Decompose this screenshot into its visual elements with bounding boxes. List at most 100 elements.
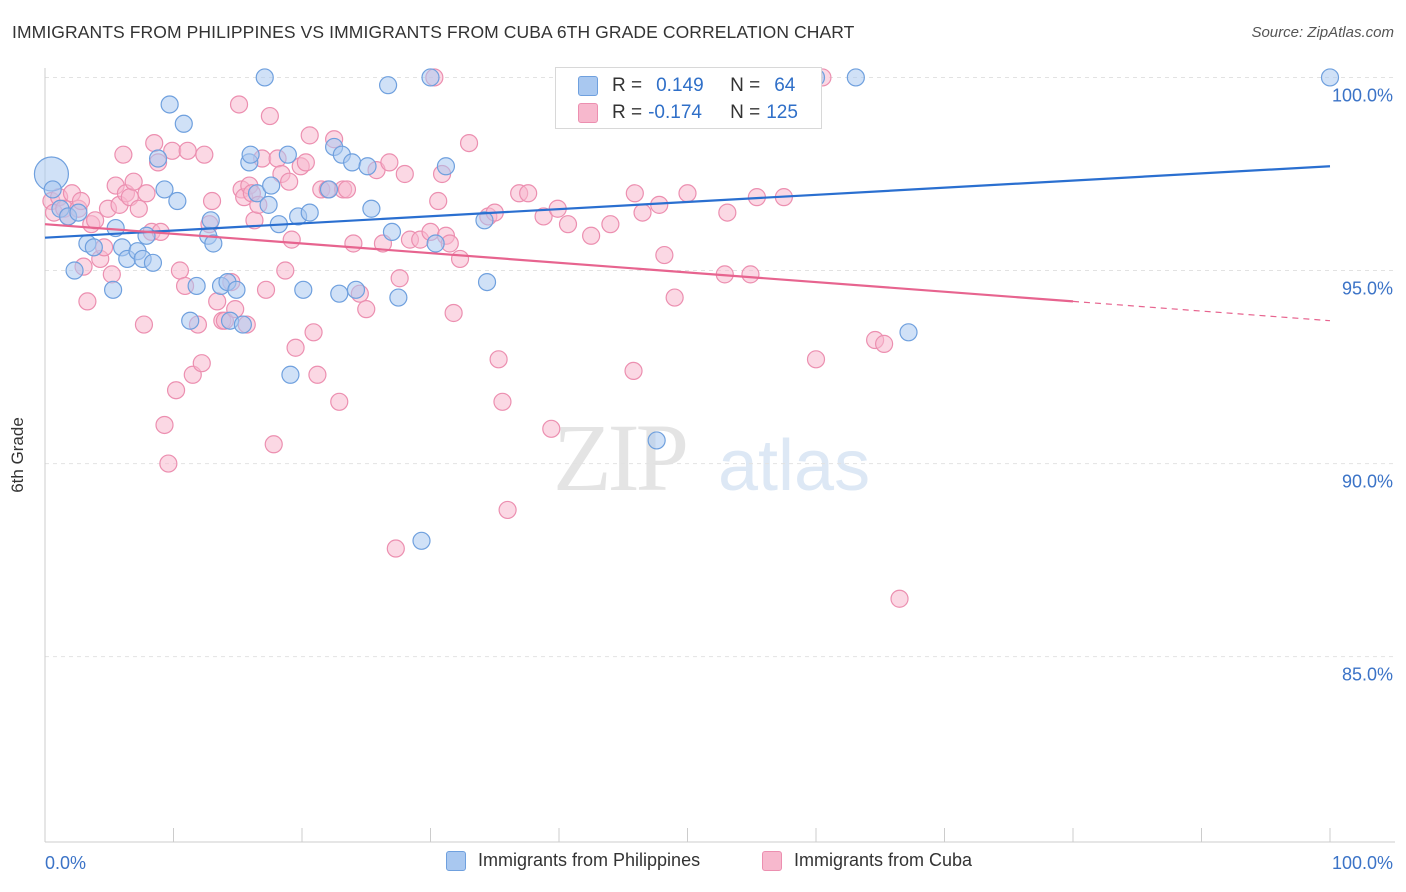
cuba-point [558, 215, 578, 234]
cuba-point [208, 292, 227, 311]
philippines-point [241, 145, 260, 164]
philippines-point [382, 222, 402, 242]
cuba-point [357, 300, 376, 319]
philippines-point [204, 234, 223, 253]
x-tick-label: 0.0% [45, 853, 86, 873]
cuba-swatch [578, 103, 598, 123]
philippines-point [412, 531, 431, 550]
philippines-point [343, 153, 362, 172]
cuba-point [145, 133, 164, 153]
chart-title: IMMIGRANTS FROM PHILIPPINES VS IMMIGRANT… [12, 22, 855, 42]
stats-n-label: N = [730, 75, 761, 96]
philippines-point [168, 191, 187, 211]
philippines-point [421, 68, 440, 87]
philippines-point [300, 203, 319, 222]
cuba-point [124, 172, 143, 191]
philippines-point [647, 431, 666, 450]
stats-r-value: -0.174 [648, 102, 702, 123]
cuba-point [282, 230, 301, 249]
stats-row-cuba: R = -0.174 N = 125 [578, 100, 798, 126]
stats-n-value: 125 [766, 102, 798, 123]
cuba-point [429, 191, 448, 211]
philippines-point [155, 180, 174, 199]
cuba-point [655, 245, 674, 265]
cuba-point [806, 350, 826, 369]
cuba-point [280, 172, 299, 191]
cuba-point [166, 381, 186, 400]
philippines-legend-swatch [446, 850, 466, 871]
cuba-point [256, 280, 276, 299]
cuba-point [337, 180, 357, 199]
philippines-point [43, 180, 62, 199]
bottom-legend: Immigrants from Philippines Immigrants f… [0, 850, 1406, 880]
y-tick-label: 100.0% [1332, 85, 1393, 105]
philippines-point [160, 95, 179, 114]
cuba-point [519, 184, 538, 203]
philippines-point [278, 145, 297, 164]
cuba-point [78, 292, 97, 311]
philippines-point [330, 284, 349, 303]
philippines-point [436, 157, 456, 176]
legend-item-philippines: Immigrants from Philippines [446, 850, 700, 871]
cuba-point [202, 191, 222, 211]
cuba-point [542, 419, 561, 438]
y-tick-label: 85.0% [1342, 665, 1393, 685]
philippines-point [181, 311, 200, 330]
cuba-trendline [44, 223, 1074, 303]
cuba-point [875, 334, 894, 353]
philippines-point [281, 365, 300, 384]
philippines-point [378, 76, 398, 95]
cuba-point [493, 392, 512, 411]
cuba-point [229, 95, 249, 114]
cuba-point [380, 153, 399, 172]
stats-r-label: R = [612, 102, 643, 123]
x-tick-label: 100.0% [1332, 853, 1393, 873]
philippines-point [201, 211, 220, 230]
philippines-point [346, 280, 366, 299]
philippines-point [148, 149, 168, 168]
cuba-point [195, 145, 214, 164]
cuba-point [718, 203, 737, 222]
cuba-point [276, 261, 295, 280]
philippines-point [187, 276, 206, 296]
philippines-point [358, 157, 377, 176]
philippines-point [143, 253, 163, 272]
cuba-trendline-extension [1072, 300, 1331, 322]
stats-n-value: 64 [774, 75, 796, 96]
philippines-point [477, 272, 497, 292]
cuba-point [459, 133, 479, 153]
philippines-point [104, 280, 123, 299]
y-tick-label: 90.0% [1342, 472, 1393, 492]
y-tick-label: 95.0% [1342, 279, 1393, 299]
cuba-point [489, 350, 508, 369]
cuba-point [450, 249, 470, 269]
philippines-point [294, 280, 313, 299]
philippines-trendline [44, 165, 1331, 239]
philippines-point [137, 226, 156, 245]
cuba-point [395, 164, 414, 184]
philippines-point [233, 315, 252, 334]
cuba-point [633, 203, 652, 222]
cuba-point [498, 500, 517, 520]
chart-source: Source: ZipAtlas.com [1251, 24, 1394, 41]
philippines-point [262, 176, 281, 195]
cuba-point [134, 315, 154, 334]
stats-r-label: R = [612, 75, 643, 96]
cuba-point [264, 435, 283, 454]
philippines-point [227, 280, 246, 299]
cuba-point [582, 226, 601, 245]
philippines-point [362, 199, 381, 218]
cuba-point [344, 234, 363, 253]
cuba-point [386, 539, 405, 558]
y-axis-label: 6th Grade [8, 417, 27, 493]
cuba-point [296, 153, 315, 172]
stats-r-value: 0.149 [656, 75, 704, 96]
philippines-point [255, 68, 274, 87]
cuba-point [137, 184, 156, 203]
cuba-point [304, 323, 323, 342]
cuba-point [114, 145, 133, 164]
watermark-atlas: atlas [718, 426, 871, 506]
legend-item-cuba: Immigrants from Cuba [762, 850, 972, 871]
legend-label-cuba: Immigrants from Cuba [794, 850, 973, 870]
cuba-point [286, 338, 305, 357]
